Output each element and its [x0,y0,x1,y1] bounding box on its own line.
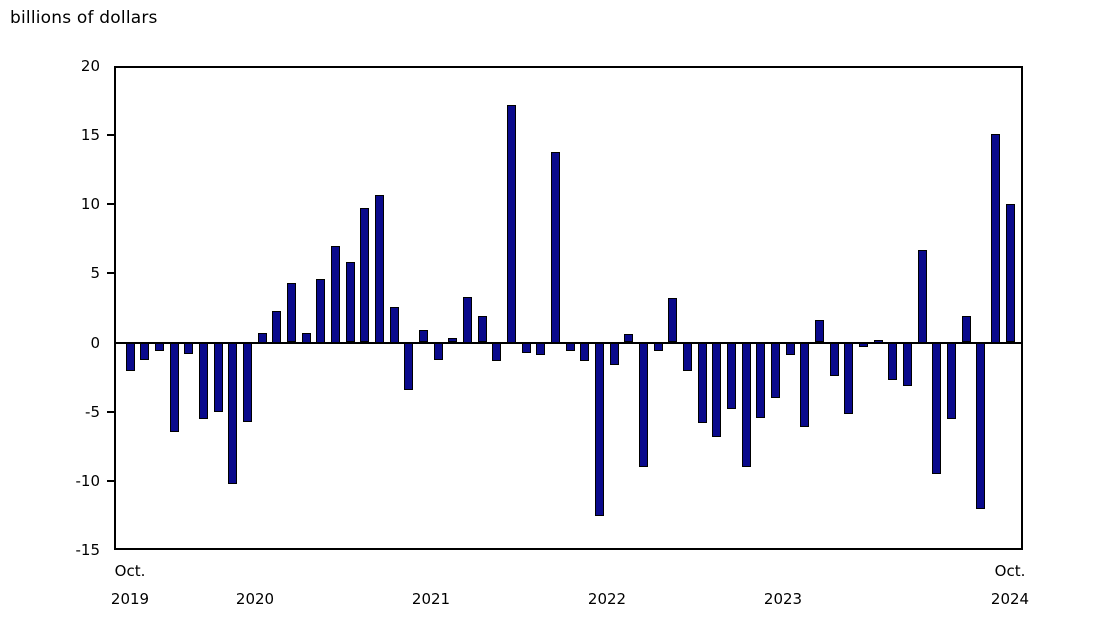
bar [918,250,927,343]
bar [346,262,355,342]
x-axis-label: Oct. [114,562,146,580]
bar [786,343,795,355]
bar [434,343,443,360]
plot-frame [114,66,1023,550]
bar [258,333,267,343]
bar [140,343,149,360]
bar [624,334,633,342]
y-tick-mark [107,411,114,413]
bar [712,343,721,437]
bar [830,343,839,376]
bar [331,246,340,343]
x-axis-label: 2020 [235,590,275,608]
x-axis-label: Oct. [994,562,1026,580]
bar [683,343,692,371]
y-axis-label: -5 [85,403,100,421]
bar [214,343,223,412]
bar [742,343,751,467]
bar [727,343,736,409]
bar [375,195,384,343]
bar [888,343,897,380]
bar [243,343,252,422]
bar [316,279,325,343]
bar [228,343,237,484]
bar [360,208,369,342]
x-axis-label: 2019 [110,590,150,608]
bar [199,343,208,419]
y-axis-label: -15 [75,541,101,559]
y-tick-mark [107,480,114,482]
bar [170,343,179,432]
y-tick-mark [107,134,114,136]
bar [478,316,487,342]
bar [639,343,648,467]
bar [272,311,281,343]
bar [668,298,677,342]
bar [566,343,575,351]
bar [874,340,883,343]
bar [184,343,193,354]
y-axis-label: 0 [90,334,100,352]
bar [155,343,164,351]
bar [932,343,941,474]
bar [287,283,296,342]
bar [551,152,560,343]
bar [448,338,457,342]
bar [126,343,135,371]
bar [522,343,531,353]
bar [404,343,413,390]
bar [991,134,1000,343]
y-axis-label: 15 [80,126,100,144]
bar [962,316,971,342]
bar [815,320,824,342]
bar [507,105,516,343]
bar [536,343,545,355]
bar [654,343,663,351]
bar [419,330,428,342]
bar [580,343,589,361]
bar [844,343,853,414]
bar [771,343,780,398]
x-axis-label: 2024 [990,590,1030,608]
bar [976,343,985,509]
bar [1006,204,1015,342]
bar [390,307,399,343]
bar [859,343,868,347]
y-tick-mark [107,272,114,274]
bar [463,297,472,343]
bar [595,343,604,516]
x-axis-label: 2022 [587,590,627,608]
bar [903,343,912,386]
bar [800,343,809,427]
bar [610,343,619,365]
y-axis-label: -10 [75,472,101,490]
x-axis-label: 2021 [411,590,451,608]
chart-title: billions of dollars [10,8,158,28]
x-axis-label: 2023 [763,590,803,608]
y-axis-label: 10 [80,195,100,213]
bar [698,343,707,423]
bar [492,343,501,361]
bar [302,333,311,343]
y-axis-label: 20 [80,57,100,75]
y-tick-mark [107,203,114,205]
bar [756,343,765,418]
y-axis-label: 5 [90,264,100,282]
bar [947,343,956,419]
